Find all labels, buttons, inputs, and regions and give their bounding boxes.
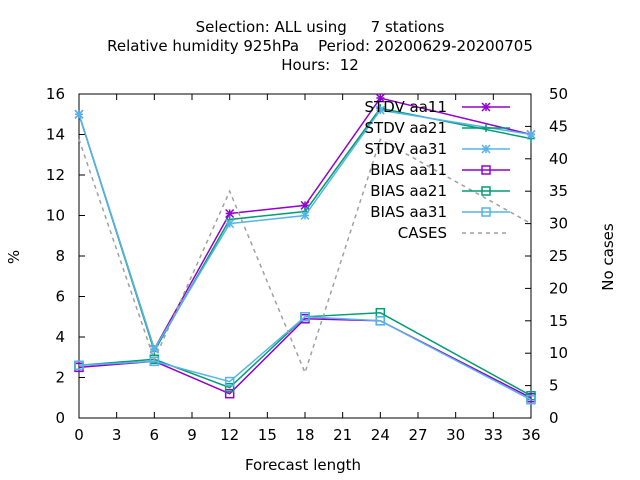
y2-tick-label: 40: [549, 150, 568, 168]
y-tick-label: 10: [46, 207, 65, 225]
series-line: [78, 311, 532, 397]
data-point: [224, 388, 235, 399]
x-tick-label: 21: [333, 426, 352, 444]
data-point: [526, 395, 536, 405]
marker-stroke: [375, 93, 385, 103]
title-line: Hours: 12: [281, 56, 359, 74]
series-bias-aa11: [74, 314, 536, 403]
marker-stroke: [300, 210, 310, 221]
data-point: [300, 210, 310, 221]
series-bias-aa31: [74, 312, 536, 405]
title-line: Relative humidity 925hPa Period: 2020062…: [107, 37, 533, 55]
legend-label: BIAS aa31: [370, 203, 447, 221]
y2-tick-label: 0: [549, 409, 559, 427]
x-tick-label: 24: [371, 426, 390, 444]
y2-tick-label: 50: [549, 85, 568, 103]
legend-label: STDV aa21: [365, 119, 447, 137]
data-point: [74, 360, 84, 371]
y-tick-label: 12: [46, 166, 65, 184]
x-tick-label: 36: [521, 426, 540, 444]
data-point: [481, 207, 491, 217]
marker-stroke: [74, 109, 84, 119]
y2-axis-label: No cases: [599, 223, 617, 291]
x-tick-label: 9: [187, 426, 197, 444]
data-point: [481, 165, 491, 175]
x-tick-label: 12: [220, 426, 239, 444]
legend-label: CASES: [398, 224, 447, 242]
marker-stroke: [300, 200, 310, 210]
y2-tick-label: 5: [549, 377, 559, 395]
legend-label: STDV aa11: [365, 98, 447, 116]
y2-tick-label: 15: [549, 312, 568, 330]
series-stdv-aa31: [74, 105, 536, 354]
y-tick-label: 14: [46, 126, 65, 144]
y-tick-label: 2: [55, 369, 65, 387]
series-line: [78, 109, 532, 351]
marker-stroke: [481, 144, 491, 154]
data-point: [224, 376, 235, 387]
axes: 0 3 6 9 12 15 18 21 24 27 30 33 36024681012141605101…: [46, 85, 568, 444]
marker-stroke: [225, 219, 235, 229]
data-point: [300, 312, 310, 322]
y2-tick-label: 35: [549, 182, 568, 200]
data-point: [481, 102, 491, 112]
data-point: [74, 109, 84, 119]
legend-label: BIAS aa11: [370, 161, 447, 179]
x-tick-label: 3: [112, 426, 122, 444]
marker-stroke: [375, 105, 385, 115]
x-tick-label: 33: [484, 426, 503, 444]
y-tick-label: 16: [46, 85, 65, 103]
data-point: [481, 186, 491, 196]
legend-label: BIAS aa21: [370, 182, 447, 200]
y-tick-label: 6: [55, 288, 65, 306]
y2-tick-label: 20: [549, 279, 568, 297]
chart-title: Selection: ALL using 7 stationsRelative …: [107, 18, 533, 74]
x-tick-label: 15: [258, 426, 277, 444]
y-axis-label: %: [5, 250, 23, 264]
series-line: [78, 138, 532, 375]
x-tick-label: 0: [74, 426, 84, 444]
data-point: [225, 219, 235, 229]
data-point: [481, 144, 491, 154]
y2-tick-label: 30: [549, 215, 568, 233]
y-tick-label: 4: [55, 328, 65, 346]
data-point: [375, 316, 386, 326]
data-point: [375, 93, 385, 103]
legend-label: STDV aa31: [365, 140, 447, 158]
y-tick-label: 0: [55, 409, 65, 427]
plot-frame: [78, 93, 532, 419]
marker-stroke: [481, 102, 491, 112]
series-line: [78, 97, 532, 351]
data-point: [224, 382, 235, 393]
x-tick-label: 18: [295, 426, 314, 444]
data-point: [482, 124, 490, 132]
legend: STDV aa11 STDV aa21 STDV aa31 BIAS aa11 BIAS…: [365, 98, 510, 242]
x-tick-label: 6: [150, 426, 160, 444]
title-line: Selection: ALL using 7 stations: [196, 18, 445, 36]
y2-tick-label: 10: [549, 344, 568, 362]
x-tick-label: 27: [408, 426, 427, 444]
marker-stroke: [526, 129, 536, 140]
series-layer: [74, 93, 536, 405]
series-cases: [78, 138, 532, 375]
x-tick-label: 30: [446, 426, 465, 444]
data-point: [375, 105, 385, 115]
y-tick-label: 8: [55, 247, 65, 265]
marker-stroke: [225, 208, 235, 219]
y2-tick-label: 25: [549, 247, 568, 265]
data-point: [526, 129, 536, 140]
series-line: [78, 316, 532, 401]
data-point: [149, 356, 160, 367]
x-axis-label: Forecast length: [245, 456, 361, 474]
y2-tick-label: 45: [549, 117, 568, 135]
